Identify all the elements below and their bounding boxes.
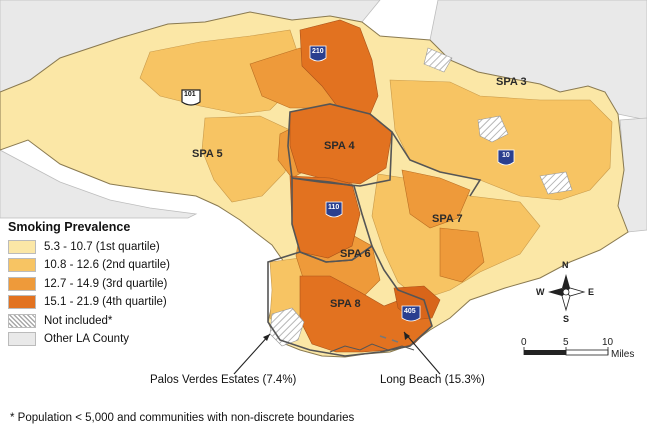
legend-label-q1: 5.3 - 10.7 (1st quartile) xyxy=(44,240,160,253)
q4-southla xyxy=(289,175,361,259)
legend-label-q3: 12.7 - 14.9 (3rd quartile) xyxy=(44,277,168,290)
shield-10-icon xyxy=(497,149,515,166)
compass-w: W xyxy=(536,287,545,297)
harbor-coast xyxy=(329,343,415,353)
legend-item-not-included: Not included* xyxy=(8,312,248,329)
highway-405-label: 405 xyxy=(404,308,416,315)
spa-7-label: SPA 7 xyxy=(432,213,463,225)
legend-swatch-q3 xyxy=(8,276,36,291)
palos-verdes-arrow xyxy=(263,334,270,341)
scale-10: 10 xyxy=(602,337,614,348)
palos-verdes-leader xyxy=(233,333,271,375)
scale-5: 5 xyxy=(563,337,569,348)
compass-e: E xyxy=(588,287,595,297)
spa-boundary-8 xyxy=(267,244,433,357)
legend-item-q2: 10.8 - 12.6 (2nd quartile) xyxy=(8,257,248,274)
legend-title: Smoking Prevalence xyxy=(8,220,131,234)
compass-rose-icon xyxy=(548,274,586,312)
shield-405-icon xyxy=(401,305,421,322)
legend-swatch-q4 xyxy=(8,295,36,309)
legend-item-q3: 12.7 - 14.9 (3rd quartile) xyxy=(8,275,248,292)
scale-0: 0 xyxy=(521,337,527,348)
hatch-north xyxy=(423,47,453,73)
palos-verdes-callout: Palos Verdes Estates (7.4%) xyxy=(150,374,297,386)
spa-8-label: SPA 8 xyxy=(330,298,361,310)
long-beach-leader xyxy=(403,331,441,375)
legend-label-not-included: Not included* xyxy=(44,314,113,327)
compass-s: S xyxy=(563,314,570,324)
legend-item-other: Other LA County xyxy=(8,331,248,348)
scale-bar xyxy=(523,347,609,356)
highway-101-label: 101 xyxy=(184,91,196,98)
other-county-west xyxy=(0,149,198,219)
q3-southeast xyxy=(439,227,485,283)
hatch-far-east xyxy=(539,171,573,195)
shield-101-icon xyxy=(181,89,201,106)
q2-westside xyxy=(201,115,291,203)
compass-n: N xyxy=(562,260,569,270)
shield-110-icon xyxy=(325,201,343,218)
legend-swatch-other xyxy=(8,332,36,346)
shield-210-icon xyxy=(309,45,327,62)
highway-110-label: 110 xyxy=(328,204,340,211)
highway-210-label: 210 xyxy=(312,48,324,55)
spa-boundary-4 xyxy=(287,103,393,187)
long-beach-callout: Long Beach (15.3%) xyxy=(380,374,485,386)
highway-10-label: 10 xyxy=(502,152,510,159)
hatch-east xyxy=(477,115,509,143)
legend-label-other: Other LA County xyxy=(44,333,130,345)
legend: Smoking Prevalence 5.3 - 10.7 (1st quart… xyxy=(8,220,248,349)
legend-label-q4: 15.1 - 21.9 (4th quartile) xyxy=(44,296,167,308)
spa-5-label: SPA 5 xyxy=(192,148,223,160)
legend-item-q1: 5.3 - 10.7 (1st quartile) xyxy=(8,238,248,255)
legend-label-q2: 10.8 - 12.6 (2nd quartile) xyxy=(44,259,170,271)
long-beach-arrow xyxy=(404,332,410,340)
legend-swatch-q2 xyxy=(8,258,36,272)
q3-east xyxy=(401,169,471,229)
spa-3-label: SPA 3 xyxy=(496,76,527,88)
spa-4-label: SPA 4 xyxy=(324,140,355,152)
scale-unit: Miles xyxy=(611,349,635,360)
legend-swatch-q1 xyxy=(8,239,36,254)
catalina-dots xyxy=(379,335,399,343)
spa-boundary-5-7 xyxy=(391,131,482,197)
legend-swatch-hatched xyxy=(8,313,36,328)
legend-item-q4: 15.1 - 21.9 (4th quartile) xyxy=(8,294,248,311)
footnote: * Population < 5,000 and communities wit… xyxy=(10,412,355,424)
spa-6-label: SPA 6 xyxy=(340,248,371,260)
